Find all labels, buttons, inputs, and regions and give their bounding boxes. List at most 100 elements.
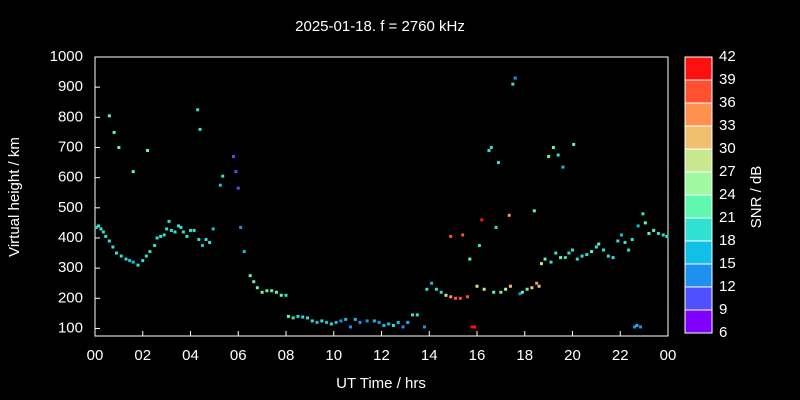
- point: [128, 259, 132, 263]
- point: [636, 224, 640, 228]
- point: [639, 325, 643, 329]
- point: [153, 244, 157, 248]
- point: [211, 227, 215, 231]
- point: [641, 212, 645, 216]
- colorbar-tick-label: 12: [719, 278, 736, 295]
- point: [415, 313, 419, 317]
- point: [97, 224, 101, 228]
- point: [94, 225, 98, 229]
- point: [260, 290, 264, 294]
- point: [252, 280, 256, 284]
- y-tick-label: 600: [58, 169, 83, 186]
- x-tick-label: 00: [87, 347, 104, 364]
- point: [365, 319, 369, 323]
- point: [422, 325, 426, 329]
- y-tick-label: 900: [58, 78, 83, 95]
- point: [242, 250, 246, 254]
- colorbar-tick-label: 21: [719, 209, 736, 226]
- point: [508, 284, 512, 288]
- y-tick-label: 500: [58, 199, 83, 216]
- point: [146, 149, 150, 153]
- x-tick-label: 20: [564, 347, 581, 364]
- colorbar-tick-label: 24: [719, 186, 736, 203]
- point: [198, 127, 202, 131]
- colorbar-tick-label: 33: [719, 117, 736, 134]
- y-tick-label: 100: [58, 319, 83, 336]
- point: [572, 142, 576, 146]
- point: [173, 230, 177, 234]
- point: [477, 244, 481, 248]
- colorbar-block: [684, 171, 713, 196]
- point: [425, 287, 429, 291]
- point: [606, 254, 610, 258]
- point: [465, 295, 469, 299]
- colorbar-block: [684, 56, 713, 81]
- x-tick-label: 22: [612, 347, 629, 364]
- point: [155, 236, 159, 240]
- colorbar-block: [684, 217, 713, 242]
- point: [234, 170, 238, 174]
- point: [401, 325, 405, 329]
- point: [616, 239, 620, 243]
- point: [334, 320, 338, 324]
- colorbar-tick-label: 36: [719, 94, 736, 111]
- point: [575, 257, 579, 261]
- colorbar-block: [684, 79, 713, 104]
- point: [647, 231, 651, 235]
- point: [590, 250, 594, 254]
- point: [507, 213, 511, 217]
- point: [159, 234, 163, 238]
- point: [656, 231, 660, 235]
- point: [279, 293, 283, 297]
- point: [377, 320, 381, 324]
- point: [551, 145, 555, 149]
- point: [179, 225, 183, 229]
- point: [265, 289, 269, 293]
- point: [665, 234, 669, 238]
- point: [192, 228, 196, 232]
- point: [136, 263, 140, 267]
- point: [197, 237, 201, 241]
- point: [563, 256, 567, 260]
- chart-title: 2025-01-18. f = 2760 kHz: [295, 18, 465, 35]
- x-tick-label: 04: [182, 347, 199, 364]
- point: [470, 325, 474, 329]
- point: [141, 259, 145, 263]
- point: [504, 287, 508, 291]
- point: [633, 325, 637, 329]
- point: [458, 296, 462, 300]
- x-tick-label: 16: [469, 347, 486, 364]
- x-tick-label: 18: [516, 347, 533, 364]
- point: [661, 233, 665, 237]
- x-tick-label: 08: [278, 347, 295, 364]
- point: [652, 228, 656, 232]
- y-tick-label: 700: [58, 138, 83, 155]
- point: [177, 224, 181, 228]
- point: [473, 325, 477, 329]
- point: [543, 257, 547, 261]
- point: [537, 284, 541, 288]
- point: [165, 227, 169, 231]
- y-axis-label: Virtual height / km: [6, 137, 23, 257]
- point: [189, 228, 192, 232]
- colorbar-label: SNR / dB: [748, 166, 765, 229]
- point: [499, 290, 503, 294]
- point: [585, 253, 589, 257]
- point: [196, 108, 200, 112]
- y-tick-label: 800: [58, 108, 83, 125]
- x-tick-label: 00: [660, 347, 677, 364]
- x-axis-label: UT Time / hrs: [336, 375, 426, 392]
- x-tick-label: 14: [421, 347, 438, 364]
- point: [315, 320, 319, 324]
- point: [104, 234, 108, 238]
- point: [101, 230, 105, 234]
- y-tick-label: 1000: [50, 48, 83, 65]
- point: [387, 322, 391, 326]
- point: [248, 274, 252, 278]
- point: [185, 234, 189, 238]
- point: [204, 237, 208, 241]
- point: [99, 227, 103, 231]
- point: [148, 250, 152, 254]
- point: [231, 155, 235, 159]
- point: [561, 165, 565, 169]
